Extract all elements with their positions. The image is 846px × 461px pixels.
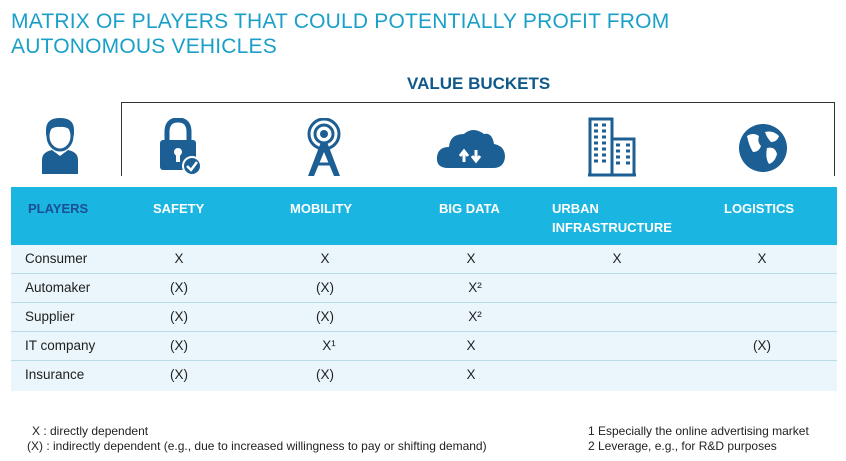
safety-mark: X xyxy=(174,251,184,266)
value-buckets-bracket xyxy=(121,102,835,176)
big-data-mark: X² xyxy=(468,309,482,324)
big-data-mark: X² xyxy=(468,280,482,295)
mobility-mark: X xyxy=(320,251,330,266)
safety-mark: (X) xyxy=(170,338,188,353)
safety-mark: (X) xyxy=(170,309,188,324)
header-urban-line1: URBAN xyxy=(552,201,599,216)
mobility-mark: X¹ xyxy=(322,338,336,353)
footnote-1: 1 Especially the online advertising mark… xyxy=(588,424,809,438)
globe-icon xyxy=(737,122,789,174)
legend-indirect: (X) : indirectly dependent (e.g., due to… xyxy=(27,439,487,453)
big-data-mark: X xyxy=(466,367,476,382)
footnote-2: 2 Leverage, e.g., for R&D purposes xyxy=(588,439,777,453)
table-row: IT company (X) X¹ X (X) xyxy=(11,332,837,361)
header-urban-infrastructure: URBAN INFRASTRUCTURE xyxy=(552,199,672,237)
big-data-mark: X xyxy=(466,251,476,266)
logistics-mark: X xyxy=(757,251,767,266)
header-players: PLAYERS xyxy=(28,201,89,216)
mobility-mark: (X) xyxy=(316,367,334,382)
header-big-data: BIG DATA xyxy=(439,201,500,216)
safety-mark: (X) xyxy=(170,280,188,295)
player-name: Automaker xyxy=(25,280,91,295)
header-urban-line2: INFRASTRUCTURE xyxy=(552,220,672,235)
header-mobility: MOBILITY xyxy=(290,201,353,216)
mobility-mark: (X) xyxy=(316,309,334,324)
header-safety: SAFETY xyxy=(153,201,205,216)
logistics-mark: (X) xyxy=(753,338,771,353)
person-icon xyxy=(40,118,80,174)
urban-mark: X xyxy=(612,251,622,266)
player-name: IT company xyxy=(25,338,96,353)
mobility-mark: (X) xyxy=(316,280,334,295)
value-buckets-label: VALUE BUCKETS xyxy=(407,74,551,93)
player-name: Insurance xyxy=(25,367,85,382)
player-name: Consumer xyxy=(25,251,88,266)
table-row: Automaker (X) (X) X² xyxy=(11,274,837,303)
header-logistics: LOGISTICS xyxy=(724,201,795,216)
big-data-mark: X xyxy=(466,338,476,353)
table-header xyxy=(11,187,837,245)
cloud-transfer-icon xyxy=(436,126,506,170)
legend-direct: X : directly dependent xyxy=(32,424,149,438)
safety-mark: (X) xyxy=(170,367,188,382)
signal-tower-icon xyxy=(304,118,344,176)
page-title: MATRIX OF PLAYERS THAT COULD POTENTIALLY… xyxy=(11,10,670,58)
table-row: Insurance (X) (X) X xyxy=(11,361,837,390)
table-row: Supplier (X) (X) X² xyxy=(11,303,837,332)
lock-check-icon xyxy=(158,118,202,176)
buildings-icon xyxy=(586,117,638,177)
table-row: Consumer X X X X X xyxy=(11,245,837,274)
players-table: Consumer X X X X X Automaker (X) (X) X² … xyxy=(11,245,837,391)
player-name: Supplier xyxy=(25,309,75,324)
